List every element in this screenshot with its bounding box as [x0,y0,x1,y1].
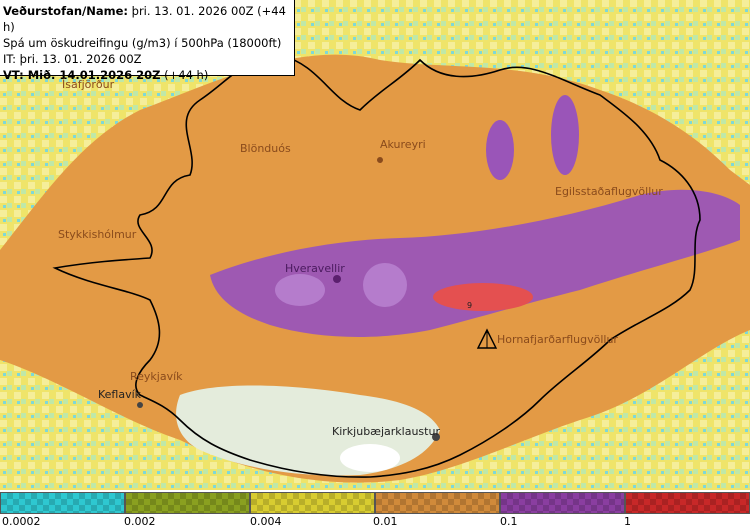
legend-tick-4: 0.01 [373,515,398,528]
place-reykjavik: Reykjavík [130,370,183,383]
keflavik-marker [137,402,143,408]
glacier [340,444,400,472]
info-line-3: IT: þri. 13. 01. 2026 00Z [3,51,294,67]
legend-tick-2: 0.002 [124,515,156,528]
concentration-legend: 0.0002 0.002 0.004 0.01 0.1 1 [0,490,750,532]
akureyri-marker [377,157,383,163]
place-hveravellir: Hveravellir [285,262,345,275]
legend-tick-1: 0.0002 [2,515,41,528]
legend-tick-5: 0.1 [500,515,518,528]
legend-swatch-1 [0,492,125,514]
forecast-info-box: Veðurstofan/Name: þri. 13. 01. 2026 00Z … [0,0,295,76]
legend-tick-6: 1 [624,515,631,528]
info-line-4: VT: Mið. 14.01.2026 20Z (+44 h) [3,67,294,83]
place-blonduos: Blönduós [240,142,291,155]
volcano-number: 9 [467,301,472,310]
ash-blob [363,263,407,307]
place-keflavik: Keflavík [98,388,141,401]
legend-tick-3: 0.004 [250,515,282,528]
legend-swatch-4 [375,492,500,514]
info-line-2: Spá um öskudreifingu (g/m3) í 500hPa (18… [3,35,294,51]
hveravellir-marker [333,275,341,283]
ash-blob [551,95,579,175]
legend-swatch-6 [625,492,750,514]
legend-swatch-3 [250,492,375,514]
place-akureyri: Akureyri [380,138,426,151]
place-isafjordur: Ísafjörður [62,78,114,91]
place-hornafjordur: Hornafjarðarflugvöllur [497,333,618,346]
place-egilsstadir: Egilsstaðaflugvöllur [555,185,663,198]
place-kirkjubaejarklaustur: Kirkjubæjarklaustur [332,425,440,438]
legend-swatch-2 [125,492,250,514]
info-line-1: Veðurstofan/Name: þri. 13. 01. 2026 00Z … [3,3,294,35]
legend-swatch-5 [500,492,625,514]
ash-zone-red [433,283,533,311]
ash-blob [486,120,514,180]
place-stykkisholmur: Stykkishólmur [58,228,136,241]
ash-blob [275,274,325,306]
